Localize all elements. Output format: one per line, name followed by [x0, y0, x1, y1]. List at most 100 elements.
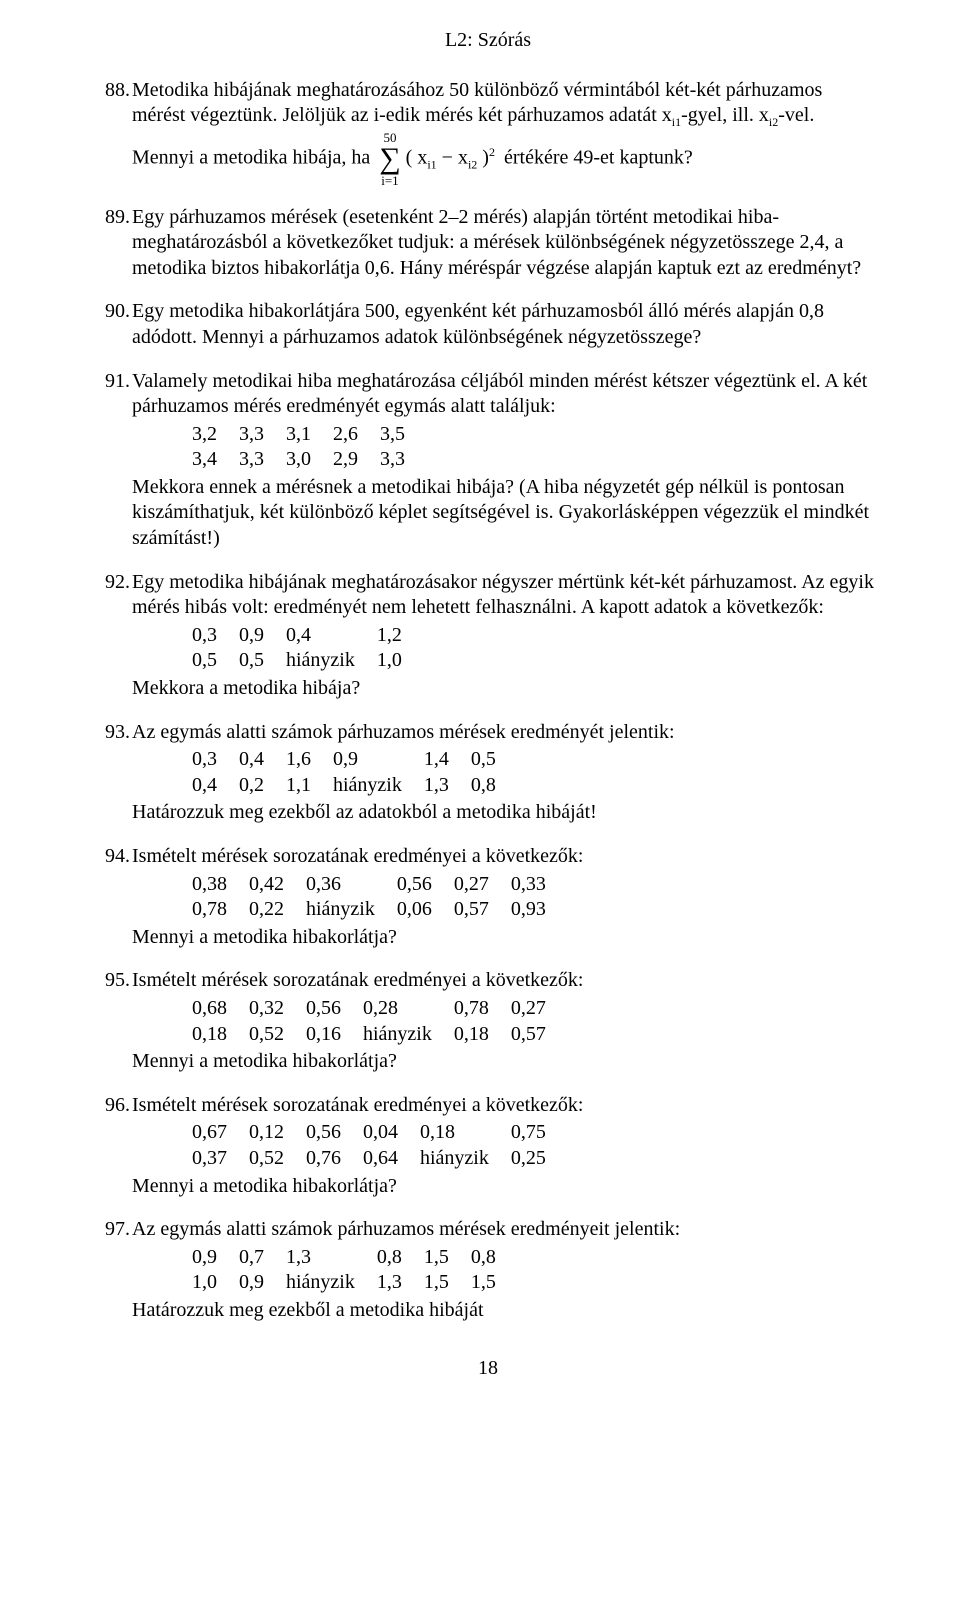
table-cell: 0,9 [192, 1245, 239, 1271]
table-cell: 0,8 [377, 1245, 424, 1271]
table-row: 0,9 0,7 1,3 0,8 1,5 0,8 [192, 1245, 518, 1271]
data-table: 0,68 0,32 0,56 0,28 0,78 0,27 0,18 0,52 … [192, 996, 568, 1047]
table-cell: 0,18 [192, 1022, 249, 1048]
sigma-lower: i=1 [381, 174, 398, 187]
table-cell: 1,3 [286, 1245, 377, 1271]
table-cell: 0,68 [192, 996, 249, 1022]
table-cell: 0,75 [511, 1120, 568, 1146]
table-cell: 3,4 [192, 447, 239, 473]
table-row: 1,0 0,9 hiányzik 1,3 1,5 1,5 [192, 1270, 518, 1296]
table-cell: 0,04 [363, 1120, 420, 1146]
exercise-body: Ismételt mérések sorozatának eredményei … [132, 968, 880, 1074]
table-cell: 0,16 [306, 1022, 363, 1048]
page-title: L2: Szórás [96, 28, 880, 54]
table-cell: 0,42 [249, 872, 306, 898]
table-cell: 1,0 [192, 1270, 239, 1296]
exercise-number: 90. [96, 299, 132, 350]
paragraph: Egy metodika hibájának meghatározásakor … [132, 570, 880, 621]
exercise-body: Egy metodika hibakorlátjára 500, egyenké… [132, 299, 880, 350]
table-cell: 0,12 [249, 1120, 306, 1146]
table-cell: 0,5 [239, 648, 286, 674]
table-cell: 3,3 [380, 447, 427, 473]
table-row: 0,38 0,42 0,36 0,56 0,27 0,33 [192, 872, 568, 898]
table-cell: 0,8 [471, 1245, 518, 1271]
subscript: i1 [672, 115, 681, 129]
table-cell: 0,22 [249, 897, 306, 923]
table-cell: 0,25 [511, 1146, 568, 1172]
exercise-94: 94. Ismételt mérések sorozatának eredmén… [96, 844, 880, 950]
paragraph: Ismételt mérések sorozatának eredményei … [132, 968, 880, 994]
text: − x [437, 146, 468, 168]
exercise-body: Az egymás alatti számok párhuzamos mérés… [132, 720, 880, 826]
text: -gyel, ill. x [681, 104, 769, 126]
table-row: 0,78 0,22 hiányzik 0,06 0,57 0,93 [192, 897, 568, 923]
exercise-body: Az egymás alatti számok párhuzamos mérés… [132, 1217, 880, 1323]
exercise-number: 91. [96, 369, 132, 552]
exercise-96: 96. Ismételt mérések sorozatának eredmén… [96, 1093, 880, 1199]
text: értékére 49-et kaptunk? [504, 146, 693, 168]
subscript: i1 [427, 157, 436, 171]
table-cell: 0,38 [192, 872, 249, 898]
table-cell: 0,56 [306, 1120, 363, 1146]
table-row: 0,3 0,9 0,4 1,2 [192, 623, 424, 649]
exercise-95: 95. Ismételt mérések sorozatának eredmén… [96, 968, 880, 1074]
summation-formula: 50 ∑ i=1 ( xi1 − xi2 )2 [379, 131, 495, 187]
table-cell: 0,57 [511, 1022, 568, 1048]
table-cell: 0,56 [397, 872, 454, 898]
paragraph: Valamely metodikai hiba meghatározása cé… [132, 369, 880, 420]
exercise-number: 88. [96, 78, 132, 187]
sigma-symbol: 50 ∑ i=1 [379, 131, 400, 187]
table-cell: 3,0 [286, 447, 333, 473]
table-cell: hiányzik [306, 897, 397, 923]
table-cell: 0,5 [471, 747, 518, 773]
table-cell: 0,52 [249, 1022, 306, 1048]
paragraph: Mennyi a metodika hibakorlátja? [132, 925, 880, 951]
text: -vel. [778, 104, 814, 126]
document-page: L2: Szórás 88. Metodika hibájának meghat… [0, 0, 960, 1411]
table-cell: 0,4 [286, 623, 377, 649]
table-cell: hiányzik [363, 1022, 454, 1048]
table-cell: 0,7 [239, 1245, 286, 1271]
text: Mennyi a metodika hibája, ha [132, 146, 375, 168]
table-cell: 3,5 [380, 422, 427, 448]
paragraph: Ismételt mérések sorozatának eredményei … [132, 844, 880, 870]
table-cell: 0,37 [192, 1146, 249, 1172]
table-cell: 1,0 [377, 648, 424, 674]
table-cell: 0,5 [192, 648, 239, 674]
subscript: i2 [769, 115, 778, 129]
data-table: 0,9 0,7 1,3 0,8 1,5 0,8 1,0 0,9 hiányzik… [192, 1245, 518, 1296]
data-table: 0,67 0,12 0,56 0,04 0,18 0,75 0,37 0,52 … [192, 1120, 568, 1171]
paragraph: Mennyi a metodika hibája, ha 50 ∑ i=1 ( … [132, 131, 880, 187]
data-table: 0,38 0,42 0,36 0,56 0,27 0,33 0,78 0,22 … [192, 872, 568, 923]
table-cell: 0,57 [454, 897, 511, 923]
table-cell: 0,67 [192, 1120, 249, 1146]
table-row: 0,67 0,12 0,56 0,04 0,18 0,75 [192, 1120, 568, 1146]
table-cell: 1,3 [424, 773, 471, 799]
table-cell: 1,2 [377, 623, 424, 649]
table-row: 0,4 0,2 1,1 hiányzik 1,3 0,8 [192, 773, 518, 799]
table-cell: 0,3 [192, 623, 239, 649]
data-table: 3,2 3,3 3,1 2,6 3,5 3,4 3,3 3,0 2,9 3,3 [192, 422, 427, 473]
table-row: 3,4 3,3 3,0 2,9 3,3 [192, 447, 427, 473]
paragraph: Ismételt mérések sorozatának eredményei … [132, 1093, 880, 1119]
data-table: 0,3 0,9 0,4 1,2 0,5 0,5 hiányzik 1,0 [192, 623, 424, 674]
table-cell: 3,2 [192, 422, 239, 448]
table-cell: 0,9 [333, 747, 424, 773]
exercise-number: 93. [96, 720, 132, 826]
table-cell: 3,3 [239, 447, 286, 473]
subscript: i2 [468, 157, 477, 171]
table-row: 0,3 0,4 1,6 0,9 1,4 0,5 [192, 747, 518, 773]
table-cell: 0,27 [511, 996, 568, 1022]
paragraph: Az egymás alatti számok párhuzamos mérés… [132, 1217, 880, 1243]
exercise-body: Ismételt mérések sorozatának eredményei … [132, 1093, 880, 1199]
exercise-92: 92. Egy metodika hibájának meghatározása… [96, 570, 880, 702]
paragraph: Határozzuk meg ezekből az adatokból a me… [132, 800, 880, 826]
table-cell: 0,18 [454, 1022, 511, 1048]
exercise-97: 97. Az egymás alatti számok párhuzamos m… [96, 1217, 880, 1323]
table-row: 0,5 0,5 hiányzik 1,0 [192, 648, 424, 674]
paragraph: Mennyi a metodika hibakorlátja? [132, 1049, 880, 1075]
table-cell: 0,32 [249, 996, 306, 1022]
table-cell: hiányzik [286, 1270, 377, 1296]
table-row: 3,2 3,3 3,1 2,6 3,5 [192, 422, 427, 448]
table-cell: 0,36 [306, 872, 397, 898]
